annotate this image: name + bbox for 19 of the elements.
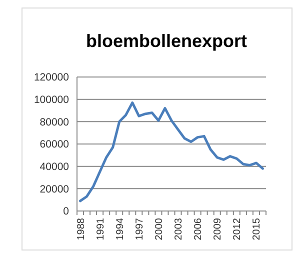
x-tick-label: 2003 — [174, 218, 185, 240]
x-tick-label: 2006 — [193, 218, 204, 240]
x-tick-label: 2012 — [232, 218, 244, 240]
y-tick-label: 100000 — [34, 94, 70, 106]
x-tick-label: 1994 — [114, 218, 126, 240]
x-tick-label: 2015 — [252, 218, 263, 240]
x-tick-label: 1991 — [95, 218, 106, 240]
y-tick-label: 60000 — [40, 138, 70, 151]
x-tick-label: 2000 — [154, 218, 165, 240]
y-tick-label: 20000 — [40, 183, 70, 196]
y-tick-label: 80000 — [40, 116, 70, 128]
x-tick-label: 1988 — [76, 218, 87, 240]
y-tick-label: 0 — [63, 206, 70, 218]
line-series — [79, 101, 264, 202]
x-tick-label: 2009 — [212, 218, 224, 240]
y-tick-label: 120000 — [34, 72, 70, 84]
chart-title: bloembollenexport — [86, 31, 248, 51]
y-tick-label: 40000 — [40, 161, 70, 174]
x-tick-label: 1997 — [134, 218, 146, 240]
